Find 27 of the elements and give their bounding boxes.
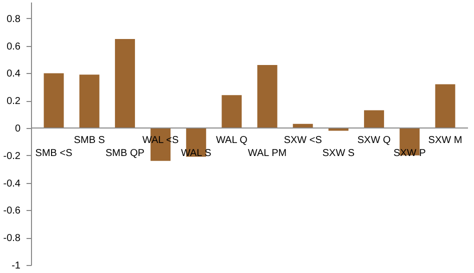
x-tick-label: SMB QP bbox=[106, 148, 145, 160]
x-tick-label: SMB S bbox=[74, 135, 106, 146]
x-tick-label: WAL Q bbox=[216, 135, 248, 146]
bar bbox=[114, 38, 135, 128]
y-tick-label: 0.6 bbox=[6, 41, 21, 52]
bar bbox=[435, 84, 456, 128]
x-tick-label: SMB <S bbox=[35, 148, 73, 160]
x-tick-label: WAL PM bbox=[248, 148, 287, 160]
x-tick-label: SXW Q bbox=[357, 135, 391, 146]
bar bbox=[222, 95, 242, 128]
bar bbox=[328, 128, 348, 131]
bar bbox=[44, 73, 64, 128]
y-tick-label: -0.8 bbox=[3, 233, 21, 244]
y-tick-label: -0.4 bbox=[3, 178, 21, 190]
y-tick-label: -0.2 bbox=[3, 150, 21, 162]
y-tick-label: 0.2 bbox=[6, 96, 21, 108]
x-tick-label: SXW <S bbox=[284, 135, 322, 146]
y-tick-label: 0.8 bbox=[6, 14, 21, 25]
bar bbox=[364, 110, 384, 128]
y-tick-label: -0.6 bbox=[3, 206, 21, 217]
x-tick-label: SXW M bbox=[428, 135, 462, 146]
bar bbox=[79, 74, 100, 128]
y-tick-label: 0.4 bbox=[6, 68, 21, 80]
bar bbox=[257, 65, 278, 128]
y-tick-label: -1 bbox=[12, 260, 21, 272]
y-tick-label: 0 bbox=[14, 124, 21, 135]
x-tick-label: SXW S bbox=[322, 148, 355, 160]
